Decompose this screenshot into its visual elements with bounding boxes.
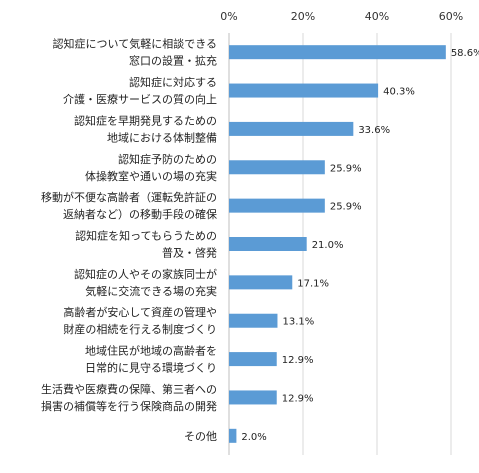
bar	[229, 160, 325, 175]
bar	[229, 237, 307, 251]
data-label: 33.6%	[358, 125, 390, 136]
category-label: 地域における体制整備	[107, 130, 217, 144]
category-label: その他	[184, 430, 217, 443]
data-label: 40.3%	[383, 87, 415, 98]
category-label: 損害の補償等を行う保険商品の開発	[41, 399, 217, 413]
category-label: 窓口の設置・拡充	[129, 54, 217, 68]
bar	[229, 352, 277, 367]
x-tick-label: 0%	[220, 10, 237, 23]
bar	[229, 428, 237, 443]
category-label: 生活費や医療費の保障、第三者への	[41, 382, 217, 396]
category-label: 認知症を知ってもらうための	[75, 229, 217, 243]
data-label: 25.9%	[330, 163, 362, 174]
category-label: 認知症に対応する	[129, 75, 217, 89]
category-label: 介護・医療サービスの質の向上	[63, 92, 217, 106]
data-label: 21.0%	[312, 240, 344, 251]
category-label: 体操教室や通いの場の充実	[85, 169, 217, 183]
bar	[229, 275, 293, 290]
category-label: 気軽に交流できる場の充実	[85, 284, 217, 298]
bar	[229, 390, 277, 405]
category-label: 財産の相続を行える制度づくり	[63, 322, 217, 336]
category-label: 普及・啓発	[162, 246, 217, 260]
bar	[229, 83, 379, 98]
category-label: 地域住民が地域の高齢者を	[85, 344, 217, 358]
data-label: 58.6%	[451, 48, 479, 59]
x-tick-label: 40%	[365, 10, 389, 23]
category-label: 高齢者が安心して資産の管理や	[63, 305, 217, 319]
category-label: 移動が不便な高齢者（運転免許証の	[41, 190, 217, 204]
category-label: 認知症の人やその家族同士が	[74, 267, 217, 281]
x-tick-label: 60%	[439, 10, 463, 23]
category-label: 認知症を早期発見するための	[74, 113, 217, 127]
category-label: 認知症について気軽に相談できる	[53, 37, 217, 51]
data-label: 2.0%	[241, 432, 266, 443]
bar	[229, 198, 325, 213]
bar	[229, 121, 354, 136]
x-tick-label: 20%	[291, 10, 315, 23]
bar	[229, 313, 278, 328]
category-label: 返納者など）の移動手段の確保	[63, 207, 217, 221]
category-label: 認知症予防のための	[118, 152, 217, 166]
data-label: 17.1%	[297, 278, 329, 289]
bar	[229, 45, 446, 60]
data-label: 25.9%	[330, 202, 362, 213]
data-label: 13.1%	[282, 317, 314, 328]
data-label: 12.9%	[282, 355, 314, 366]
data-label: 12.9%	[282, 393, 314, 404]
category-label: 日常的に見守る環境づくり	[85, 361, 217, 375]
